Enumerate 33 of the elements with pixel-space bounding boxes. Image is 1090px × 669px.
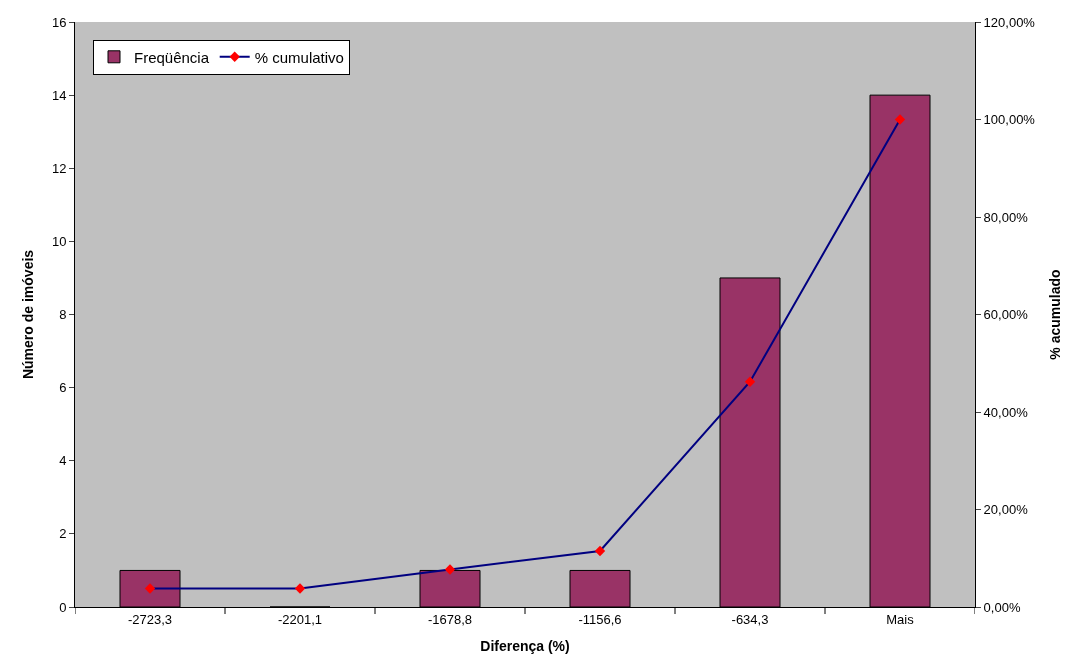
point	[294, 583, 306, 594]
legend-label: Freqüência	[134, 48, 210, 66]
y2-tick-label: 60,00%	[983, 307, 1029, 323]
point	[894, 114, 906, 125]
y-tick-label: 8	[59, 307, 67, 323]
point	[444, 564, 456, 575]
y-tick-label: 4	[59, 453, 67, 469]
y-tick-label: 0	[59, 599, 67, 615]
x-tick-label: -2723,3	[127, 611, 173, 627]
point	[144, 583, 156, 594]
y-tick-label: 14	[51, 87, 67, 103]
x-tick-label: -2201,1	[277, 611, 323, 627]
y2-tick-label: 100,00%	[983, 112, 1036, 128]
y2-tick-label: 20,00%	[983, 502, 1029, 518]
y2-tick-label: 40,00%	[983, 404, 1029, 420]
x-tick-label: -1156,6	[578, 611, 622, 627]
y-tick-label: 10	[51, 233, 67, 249]
x-tick-label: Mais	[886, 611, 915, 627]
point	[744, 376, 756, 387]
x-axis-title: Diferença (%)	[480, 637, 570, 654]
y2-tick-label: 0,00%	[983, 599, 1021, 615]
y-tick-label: 2	[59, 526, 67, 542]
y2-tick-label: 120,00%	[983, 14, 1036, 30]
y-axis-title: Número de imóveis	[19, 249, 36, 380]
point	[594, 545, 606, 557]
x-tick-label: -634,3	[731, 611, 769, 627]
y2-tick-label: 80,00%	[983, 209, 1029, 225]
x-tick-label: -1678,8	[427, 611, 473, 627]
legend-label: % cumulativo	[254, 48, 344, 66]
y-tick-label: 6	[59, 380, 67, 396]
y-tick-label: 12	[51, 160, 67, 176]
y-tick-label: 16	[51, 14, 67, 30]
y2-axis-title: % acumulado	[1046, 269, 1063, 360]
